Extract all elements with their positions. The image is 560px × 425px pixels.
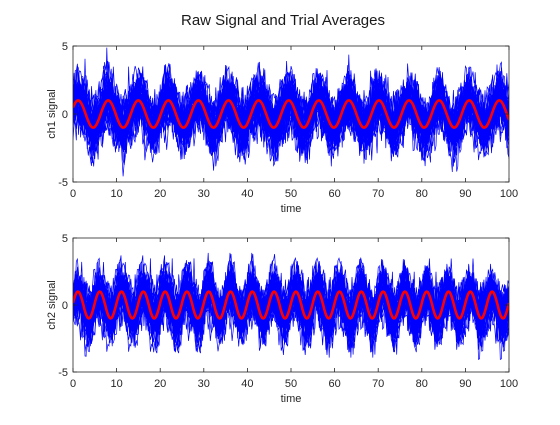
ch1-xtick-label: 80 <box>416 188 428 200</box>
ch2-xlabel: time <box>281 393 302 405</box>
ch1-xtick-label: 70 <box>372 188 384 200</box>
ch1-xtick-label: 60 <box>328 188 340 200</box>
ch1-ylabel: ch1 signal <box>46 89 58 139</box>
ch1-trial-line <box>73 60 509 155</box>
ch1-xtick-label: 40 <box>241 188 253 200</box>
ch2-xtick-label: 60 <box>328 378 340 390</box>
ch2-xtick-label: 40 <box>241 378 253 390</box>
ch1-xtick-label: 50 <box>285 188 297 200</box>
ch2-ytick-label: -5 <box>58 367 68 379</box>
ch2-xtick-label: 50 <box>285 378 297 390</box>
ch1-ytick-label: -5 <box>58 177 68 189</box>
ch1-average-line <box>73 99 509 129</box>
ch1-trial-line <box>73 69 509 160</box>
ch1-xtick-label: 10 <box>110 188 122 200</box>
ch2-xtick-label: 80 <box>416 378 428 390</box>
ch2-plot-lines <box>73 252 509 360</box>
ch1-xtick-label: 90 <box>459 188 471 200</box>
ch2-xtick-label: 100 <box>500 378 518 390</box>
ch2-ylabel: ch2 signal <box>46 280 58 330</box>
ch1-xtick-label: 20 <box>154 188 166 200</box>
ch2-ytick-label: 0 <box>62 300 68 312</box>
ch2-xtick-label: 20 <box>154 378 166 390</box>
ch1-xtick-label: 0 <box>70 188 76 200</box>
ch2-average-line <box>73 290 509 320</box>
ch1-xtick-label: 100 <box>500 188 518 200</box>
ch1-xtick-label: 30 <box>198 188 210 200</box>
ch1-ytick-label: 5 <box>62 41 68 53</box>
ch2-xtick-label: 10 <box>110 378 122 390</box>
ch2-trial-line <box>73 257 509 352</box>
ch2-xtick-label: 0 <box>70 378 76 390</box>
ch2-xtick-label: 90 <box>459 378 471 390</box>
ch1-plot-lines <box>73 47 509 177</box>
ch1-xlabel: time <box>281 203 302 215</box>
ch1-ytick-label: 0 <box>62 109 68 121</box>
ch2-xtick-label: 70 <box>372 378 384 390</box>
figure-title: Raw Signal and Trial Averages <box>181 12 385 29</box>
ch2-ytick-label: 5 <box>62 233 68 245</box>
ch2-xtick-label: 30 <box>198 378 210 390</box>
